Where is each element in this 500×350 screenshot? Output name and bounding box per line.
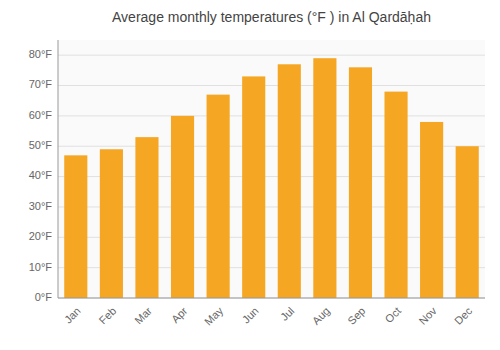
x-tick-label: Sep bbox=[345, 305, 367, 327]
bar bbox=[242, 76, 265, 298]
bar bbox=[384, 92, 407, 298]
bar bbox=[135, 137, 158, 298]
plot-background bbox=[58, 40, 485, 298]
bar bbox=[100, 149, 123, 298]
x-tick-label: May bbox=[202, 304, 226, 328]
y-tick-label: 60°F bbox=[29, 109, 53, 121]
chart-container: 0°F 10°F 20°F 30°F 40°F 50°F 60°F 70°F 80°F Jan Fe… bbox=[0, 0, 500, 350]
x-tick-label: Feb bbox=[97, 305, 119, 327]
bar bbox=[278, 64, 301, 298]
x-tick-labels: Jan Feb Mar Apr May Jun Jul Aug Sep Oct Nov Dec bbox=[62, 304, 475, 328]
x-tick-label: Jun bbox=[240, 305, 261, 326]
x-tick-label: Jul bbox=[278, 305, 296, 323]
bar bbox=[349, 67, 372, 298]
y-grid bbox=[58, 55, 485, 298]
y-tick-label: 70°F bbox=[29, 78, 53, 90]
x-axis-line bbox=[58, 298, 485, 299]
x-tick-label: Jan bbox=[62, 305, 83, 326]
y-tick-label: 30°F bbox=[29, 200, 53, 212]
y-tick-label: 80°F bbox=[29, 48, 53, 60]
x-tick-label: Mar bbox=[132, 304, 154, 326]
grid-line bbox=[58, 55, 485, 56]
bars bbox=[64, 58, 479, 298]
y-tick-label: 50°F bbox=[29, 139, 53, 151]
x-tick-label: Aug bbox=[310, 305, 332, 327]
bar bbox=[456, 146, 479, 298]
grid-line bbox=[58, 115, 485, 116]
y-tick-labels: 0°F 10°F 20°F 30°F 40°F 50°F 60°F 70°F 80°F bbox=[29, 48, 53, 303]
bar bbox=[171, 116, 194, 298]
y-tick-label: 0°F bbox=[35, 291, 53, 303]
y-axis-line bbox=[58, 40, 59, 298]
y-tick-label: 10°F bbox=[29, 261, 53, 273]
x-tick-label: Nov bbox=[416, 304, 439, 327]
x-tick-label: Dec bbox=[452, 304, 475, 327]
x-tick-label: Apr bbox=[169, 304, 190, 325]
grid-line bbox=[58, 85, 485, 86]
y-tick-label: 20°F bbox=[29, 230, 53, 242]
grid-line bbox=[58, 298, 485, 299]
bar bbox=[64, 155, 87, 298]
chart-svg: 0°F 10°F 20°F 30°F 40°F 50°F 60°F 70°F 80°F Jan Fe… bbox=[0, 0, 500, 350]
chart-title: Average monthly temperatures (°F ) in Al… bbox=[112, 9, 431, 25]
bar bbox=[313, 58, 336, 298]
bar bbox=[420, 122, 443, 298]
y-tick-label: 40°F bbox=[29, 169, 53, 181]
x-tick-label: Oct bbox=[383, 305, 404, 326]
bar bbox=[207, 95, 230, 298]
